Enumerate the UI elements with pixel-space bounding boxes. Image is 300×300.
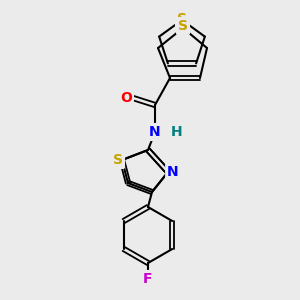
Text: S: S bbox=[177, 12, 187, 26]
Text: S: S bbox=[178, 19, 188, 33]
Text: S: S bbox=[113, 153, 123, 167]
Text: F: F bbox=[143, 272, 153, 286]
Text: O: O bbox=[120, 91, 132, 105]
Text: N: N bbox=[167, 165, 179, 179]
Text: H: H bbox=[171, 125, 183, 139]
Text: N: N bbox=[149, 125, 161, 139]
